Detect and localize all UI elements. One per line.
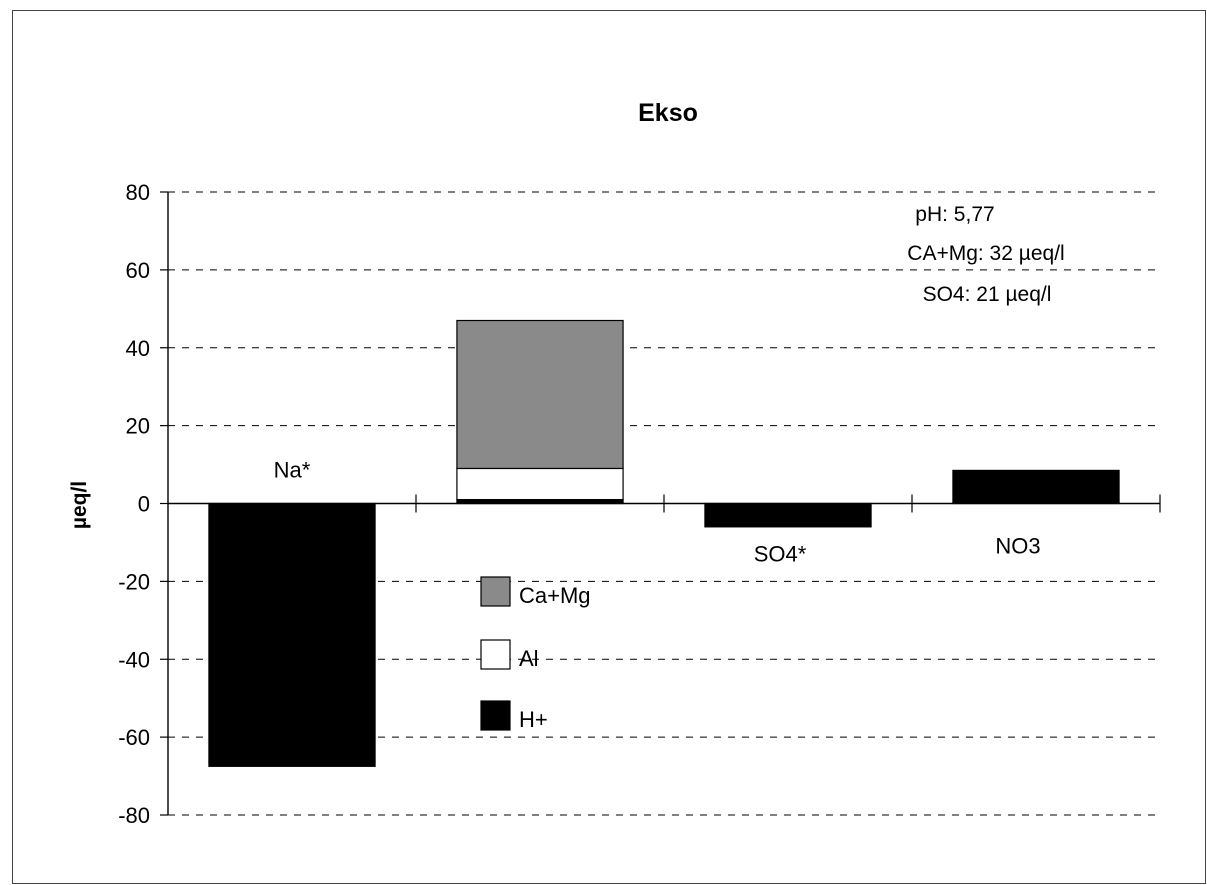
chart-title: Ekso xyxy=(638,99,698,127)
annotation-ca-mg: CA+Mg: 32 µeq/l xyxy=(907,242,1064,265)
y-tick-label: -40 xyxy=(118,647,150,672)
tick-labels: 80 60 40 20 0 -20 -40 -60 -80 xyxy=(118,180,150,828)
category-label-no3: NO3 xyxy=(995,534,1040,559)
category-label-so4: SO4* xyxy=(754,542,807,567)
y-tick-label: -80 xyxy=(118,803,150,828)
y-tick-label: 0 xyxy=(138,492,150,517)
bars-layer xyxy=(208,319,1120,767)
y-axis-label: µeq/l xyxy=(68,481,91,529)
axis-layer xyxy=(160,191,1161,816)
y-tick-label: 20 xyxy=(126,414,150,439)
legend-swatch-h xyxy=(480,700,511,731)
grid-layer xyxy=(168,191,1160,816)
y-tick-label: 40 xyxy=(126,336,150,361)
y-tick-label: 60 xyxy=(126,258,150,283)
y-tick-label: -60 xyxy=(118,725,150,750)
legend: Ca+Mg Al H+ xyxy=(480,576,591,732)
annotation-ph: pH: 5,77 xyxy=(915,203,994,226)
y-tick-label: 80 xyxy=(126,180,150,205)
legend-swatch-ca-mg xyxy=(480,576,511,607)
bar-ca-mg-cat2 xyxy=(456,319,624,470)
bar-h-na xyxy=(208,502,376,767)
legend-label-h: H+ xyxy=(519,707,548,732)
annotation-block: pH: 5,77 CA+Mg: 32 µeq/l SO4: 21 µeq/l xyxy=(907,203,1064,306)
bar-al-cat2 xyxy=(456,467,624,501)
y-tick-label: -20 xyxy=(118,569,150,594)
legend-swatch-al xyxy=(480,639,511,670)
annotation-so4: SO4: 21 µeq/l xyxy=(923,283,1052,306)
bar-h-no3 xyxy=(952,469,1120,505)
legend-label-ca-mg: Ca+Mg xyxy=(519,583,591,608)
category-labels: Na* SO4* NO3 xyxy=(274,458,1041,567)
category-label-na: Na* xyxy=(274,458,311,483)
legend-label-al: Al xyxy=(519,646,539,671)
bar-h-so4 xyxy=(704,502,872,528)
